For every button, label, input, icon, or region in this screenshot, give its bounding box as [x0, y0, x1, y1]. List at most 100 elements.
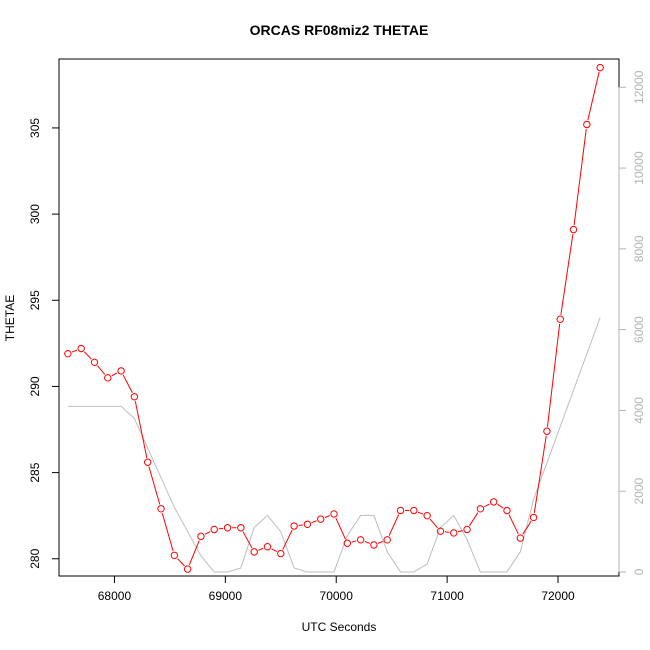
- thetae-point: [583, 120, 591, 129]
- thetae-segment: [122, 374, 133, 394]
- thetae-segment: [377, 540, 384, 544]
- y-axis-label: THETAE: [3, 295, 17, 341]
- thetae-series: [64, 63, 604, 573]
- thetae-segment: [271, 548, 278, 552]
- thetae-segment: [484, 503, 490, 508]
- thetae-segment: [429, 518, 438, 529]
- thetae-point: [450, 529, 458, 537]
- thetae-point: [210, 525, 218, 534]
- secondary-series: [67, 317, 601, 573]
- thetae-segment: [71, 349, 78, 353]
- thetae-point: [197, 532, 205, 541]
- y-tick-label: 290: [28, 376, 42, 396]
- y2-tick-label: 6000: [632, 316, 646, 343]
- thetae-point: [317, 515, 325, 523]
- thetae-point: [170, 551, 179, 560]
- thetae-point: [410, 506, 418, 515]
- chart-title: ORCAS RF08miz2 THETAE: [250, 22, 429, 38]
- x-tick-label: 70000: [320, 589, 354, 603]
- y2-tick-label: 10000: [632, 151, 646, 185]
- thetae-point: [529, 513, 538, 522]
- x-tick-label: 71000: [430, 589, 464, 603]
- thetae-point: [543, 427, 551, 435]
- thetae-segment: [311, 520, 317, 524]
- thetae-point: [370, 541, 378, 549]
- thetae-point: [303, 520, 312, 528]
- thetae-segment: [458, 530, 463, 533]
- thetae-point: [223, 524, 232, 532]
- thetae-point: [569, 225, 578, 234]
- thetae-point: [476, 505, 485, 513]
- thetae-segment: [148, 466, 161, 505]
- secondary-series-line: [67, 317, 601, 573]
- thetae-point: [356, 536, 365, 544]
- thetae-point: [104, 374, 112, 382]
- thetae-segment: [204, 531, 211, 535]
- thetae-segment: [469, 512, 479, 526]
- thetae-point: [183, 565, 192, 573]
- thetae-point: [90, 358, 99, 367]
- thetae-segment: [258, 547, 264, 551]
- thetae-segment: [282, 529, 293, 550]
- thetae-segment: [497, 503, 504, 509]
- thetae-point: [503, 506, 511, 515]
- thetae-point: [596, 63, 604, 72]
- y2-tick-label: 4000: [632, 397, 646, 424]
- thetae-segment: [335, 517, 346, 540]
- thetae-point: [290, 522, 298, 530]
- thetae-segment: [111, 372, 118, 377]
- thetae-point: [436, 527, 445, 535]
- thetae-point: [463, 525, 471, 534]
- thetae-point: [277, 549, 285, 558]
- thetae-segment: [560, 233, 574, 315]
- thetae-segment: [351, 540, 357, 543]
- y2-axis: 0 2000 4000 6000 8000 10000 12000: [618, 70, 646, 575]
- thetae-segment: [364, 540, 370, 544]
- thetae-segment: [522, 520, 532, 535]
- thetae-point: [383, 536, 391, 544]
- thetae-point: [157, 505, 165, 513]
- x-tick-label: 72000: [541, 589, 575, 603]
- thetae-segment: [508, 514, 519, 535]
- x-axis-label: UTC Seconds: [302, 620, 377, 634]
- thetae-point: [516, 534, 525, 542]
- thetae-point: [117, 367, 125, 375]
- thetae-point: [396, 506, 405, 515]
- plot-frame: [58, 58, 620, 577]
- thetae-segment: [573, 128, 587, 226]
- thetae-point: [130, 393, 139, 401]
- thetae-segment: [177, 558, 185, 567]
- thetae-segment: [444, 531, 450, 533]
- thetae-segment: [324, 515, 330, 518]
- thetae-segment: [218, 527, 224, 530]
- y2-tick-label: 12000: [632, 70, 646, 104]
- thetae-point: [144, 458, 152, 466]
- thetae-point: [64, 349, 72, 358]
- thetae-point: [343, 539, 352, 547]
- thetae-segment: [83, 351, 92, 360]
- x-axis: 68000 69000 70000 71000 72000: [98, 575, 575, 603]
- thetae-segment: [546, 323, 561, 427]
- thetae-point: [237, 524, 245, 532]
- y2-tick-label: 0: [632, 568, 646, 575]
- thetae-point: [263, 543, 272, 551]
- thetae-point: [423, 511, 431, 520]
- y-tick-label: 280: [28, 548, 42, 568]
- thetae-segment: [97, 365, 106, 375]
- thetae-point: [77, 344, 85, 353]
- thetae-segment: [134, 401, 148, 458]
- thetae-segment: [242, 531, 253, 549]
- y-tick-label: 295: [28, 290, 42, 310]
- thetae-segment: [587, 71, 600, 121]
- y-tick-label: 285: [28, 462, 42, 482]
- x-tick-label: 69000: [209, 589, 243, 603]
- thetae-segment: [161, 512, 174, 552]
- y2-tick-label: 8000: [632, 235, 646, 262]
- thetae-segment: [188, 540, 200, 566]
- thetae-point: [489, 498, 498, 506]
- y-tick-label: 305: [28, 118, 42, 138]
- thetae-segment: [533, 435, 547, 514]
- thetae-segment: [388, 514, 400, 536]
- thetae-segment: [298, 524, 303, 526]
